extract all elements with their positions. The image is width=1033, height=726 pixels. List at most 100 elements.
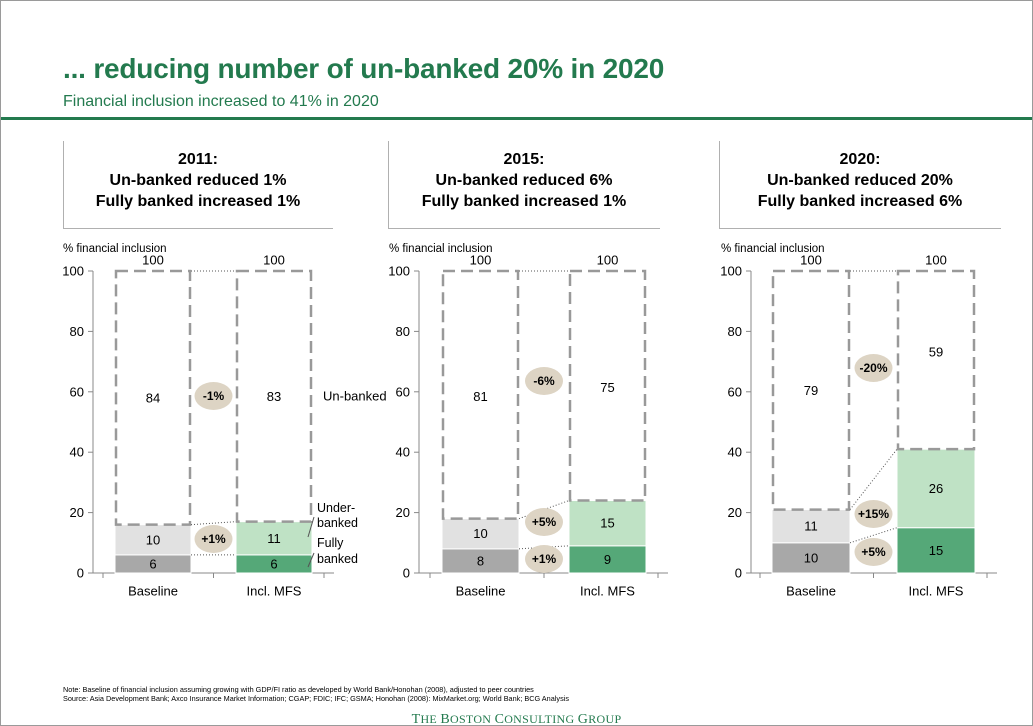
legend-under-banked-line2: banked: [317, 516, 358, 530]
panel-box-2015: [388, 141, 660, 229]
data-label-fully-banked: 10: [804, 550, 818, 565]
x-tick-label: Incl. MFS: [909, 584, 964, 599]
panel-heading-2011: 2011: Un-banked reduced 1% Fully banked …: [63, 149, 333, 212]
change-un-banked-bubble: [854, 354, 893, 382]
legend-fully-banked-line2: banked: [317, 552, 358, 566]
y-tick-label: 0: [735, 566, 742, 581]
bar-under-banked: [235, 521, 313, 556]
data-label-total: 100: [925, 253, 947, 268]
y-tick-label: 60: [728, 384, 742, 399]
panel-year: 2020:: [839, 151, 881, 168]
y-axis-label: % financial inclusion: [63, 243, 167, 255]
legend-un-banked: Un-banked: [323, 389, 387, 404]
bar-un-banked: [114, 269, 192, 526]
change-un-banked-label: -1%: [203, 389, 225, 403]
connector-line-under-banked: [849, 448, 898, 510]
y-tick-label: 40: [728, 445, 742, 460]
bar-un-banked: [771, 269, 851, 511]
bar-fully-banked: [568, 545, 647, 574]
panel-line-1: Un-banked reduced 20%: [767, 172, 953, 189]
panel-line-2: Fully banked increased 1%: [421, 193, 627, 210]
y-axis-label: % financial inclusion: [389, 243, 493, 255]
change-un-banked-bubble: [525, 367, 563, 395]
y-axis-label: % financial inclusion: [721, 243, 825, 255]
legend-under-banked-line1: Under-: [317, 501, 355, 515]
change-un-banked-label: -6%: [533, 374, 555, 388]
data-label-fully-banked: 6: [149, 556, 156, 571]
data-label-under-banked: 26: [929, 481, 943, 496]
page-subtitle: Financial inclusion increased to 41% in …: [63, 93, 379, 110]
connector-line-fully-banked: [849, 527, 898, 544]
change-fully-banked-label: +5%: [861, 545, 886, 559]
data-label-fully-banked: 9: [604, 552, 611, 567]
y-tick-label: 80: [396, 324, 410, 339]
panel-line-2: Fully banked increased 6%: [757, 193, 963, 210]
bar-un-banked: [441, 269, 520, 520]
change-un-banked-label: -20%: [859, 361, 887, 375]
legend-pointer-fully-banked: [307, 552, 315, 568]
y-tick-label: 100: [388, 264, 410, 279]
panel-heading-2015: 2015: Un-banked reduced 6% Fully banked …: [388, 149, 660, 212]
x-tick-label: Baseline: [128, 584, 178, 599]
panel-year: 2015:: [503, 151, 545, 168]
bar-under-banked: [441, 518, 520, 550]
bar-under-banked: [114, 524, 192, 556]
x-tick-label: Baseline: [456, 584, 506, 599]
change-under-banked-label: +1%: [201, 532, 226, 546]
y-tick-label: 80: [728, 324, 742, 339]
bar-under-banked: [771, 509, 851, 544]
legend-fully-banked-line1: Fully: [317, 536, 344, 550]
x-tick-label: Incl. MFS: [580, 584, 635, 599]
change-under-banked-label: +5%: [532, 515, 557, 529]
y-tick-label: 40: [70, 445, 84, 460]
connector-line-under-banked: [190, 521, 237, 526]
data-label-total: 100: [263, 253, 285, 268]
data-label-under-banked: 15: [600, 516, 614, 531]
change-under-banked-bubble: [194, 525, 233, 553]
panel-box-2020: [719, 141, 1001, 229]
data-label-fully-banked: 6: [270, 556, 277, 571]
bar-fully-banked: [441, 548, 520, 574]
bcg-logo: THE BOSTON CONSULTING GROUP: [411, 712, 622, 726]
change-fully-banked-bubble: [854, 538, 893, 566]
y-tick-label: 100: [720, 264, 742, 279]
x-tick-label: Incl. MFS: [247, 584, 302, 599]
data-label-un-banked: 84: [146, 390, 160, 405]
source-text: Source: Asia Development Bank; Axco Insu…: [63, 694, 569, 703]
y-tick-label: 0: [403, 566, 410, 581]
data-label-un-banked: 59: [929, 345, 943, 360]
title-rule: [1, 117, 1032, 120]
data-label-under-banked: 11: [267, 531, 281, 546]
change-un-banked-bubble: [194, 382, 233, 410]
change-under-banked-bubble: [525, 508, 563, 536]
data-label-total: 100: [470, 253, 492, 268]
change-under-banked-label: +15%: [858, 507, 889, 521]
data-label-under-banked: 10: [473, 526, 487, 541]
footnotes: Note: Baseline of financial inclusion as…: [63, 685, 569, 703]
data-label-un-banked: 83: [267, 389, 281, 404]
y-tick-label: 40: [396, 445, 410, 460]
x-tick-label: Baseline: [786, 584, 836, 599]
data-label-under-banked: 11: [804, 519, 818, 534]
data-label-fully-banked: 15: [929, 543, 943, 558]
panel-line-1: Un-banked reduced 6%: [435, 172, 613, 189]
data-label-total: 100: [142, 253, 164, 268]
panel-line-2: Fully banked increased 1%: [95, 193, 301, 210]
data-label-total: 100: [597, 253, 619, 268]
page-title: ... reducing number of un-banked 20% in …: [63, 53, 665, 84]
y-tick-label: 80: [70, 324, 84, 339]
data-label-fully-banked: 8: [477, 553, 484, 568]
y-tick-label: 20: [396, 505, 410, 520]
panel-line-1: Un-banked reduced 1%: [109, 172, 287, 189]
change-under-banked-bubble: [854, 500, 893, 528]
y-tick-label: 20: [728, 505, 742, 520]
data-label-un-banked: 79: [804, 383, 818, 398]
bar-under-banked: [568, 500, 647, 547]
y-tick-label: 20: [70, 505, 84, 520]
change-fully-banked-bubble: [525, 545, 563, 573]
y-tick-label: 100: [62, 264, 84, 279]
data-label-under-banked: 10: [146, 532, 160, 547]
bar-un-banked: [568, 269, 647, 502]
